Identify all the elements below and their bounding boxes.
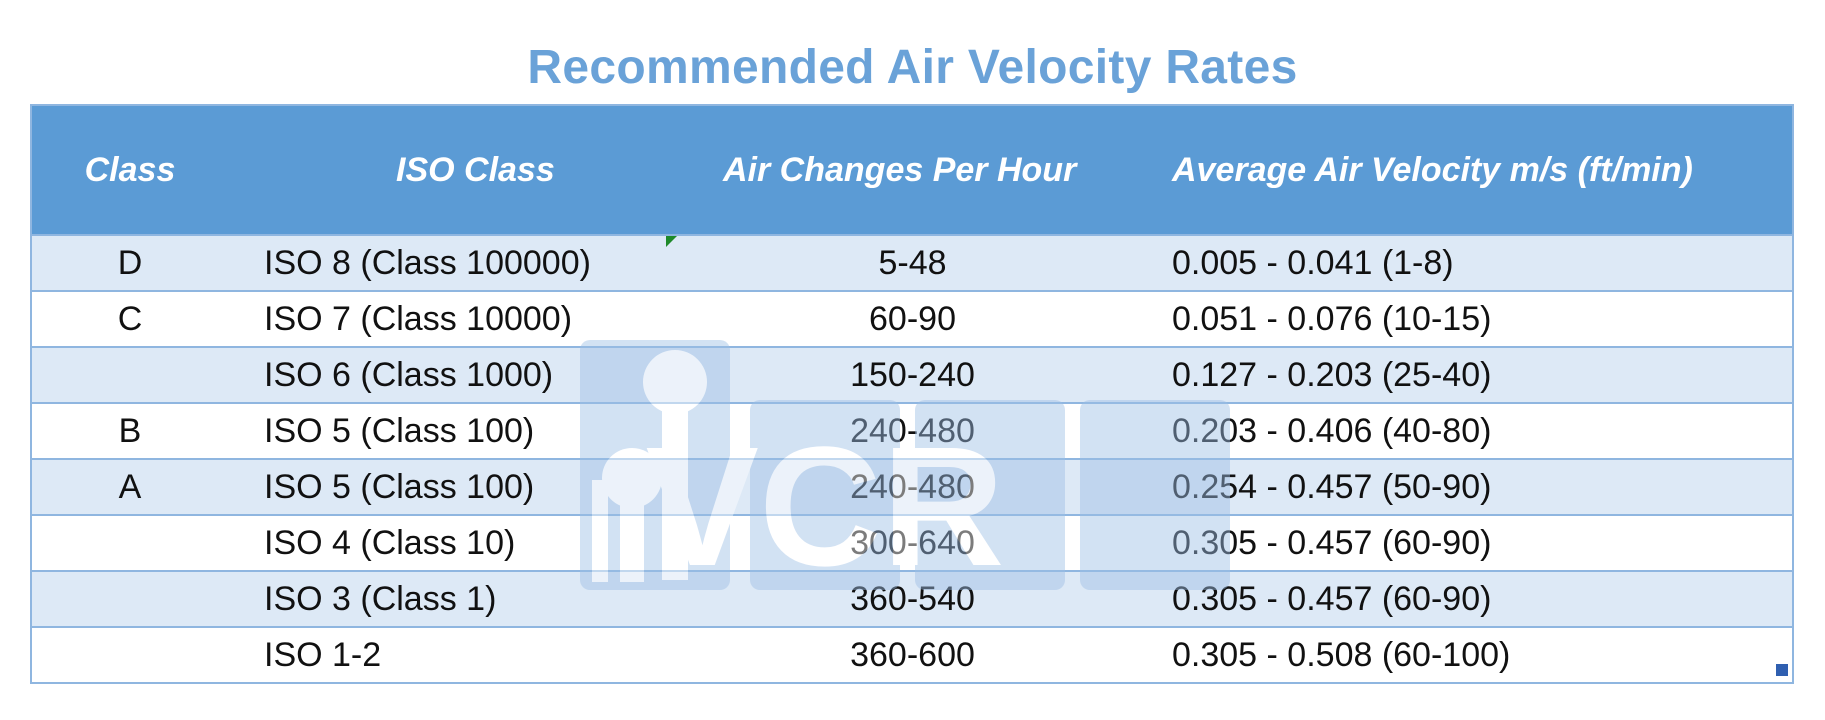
table-header: Class ISO Class Air Changes Per Hour Ave… [32,106,1792,236]
table-body: D ISO 8 (Class 100000) 5-48 0.005 - 0.04… [32,235,1792,682]
cell-class [32,347,228,404]
cell-class: D [32,235,228,292]
cell-air-velocity: 0.305 - 0.457 (60-90) [1136,515,1792,572]
table-row: B ISO 5 (Class 100) 240-480 0.203 - 0.40… [32,403,1792,460]
cell-air-changes: 360-540 [683,571,1136,628]
cell-air-changes: 5-48 [683,235,1136,292]
table-row: C ISO 7 (Class 10000) 60-90 0.051 - 0.07… [32,291,1792,348]
cell-air-velocity: 0.203 - 0.406 (40-80) [1136,403,1792,460]
cell-air-velocity: 0.305 - 0.457 (60-90) [1136,571,1792,628]
cell-comment-marker [666,236,677,247]
cell-class [32,515,228,572]
velocity-table: Class ISO Class Air Changes Per Hour Ave… [30,104,1794,684]
cell-air-velocity: 0.127 - 0.203 (25-40) [1136,347,1792,404]
table-row: ISO 1-2 360-600 0.305 - 0.508 (60-100) [32,627,1792,682]
cell-iso-class: ISO 7 (Class 10000) [228,291,683,348]
cell-class [32,627,228,682]
cell-iso-class: ISO 1-2 [228,627,683,682]
cell-class: A [32,459,228,516]
table-resize-handle[interactable] [1776,664,1788,676]
cell-iso-class: ISO 8 (Class 100000) [228,235,683,292]
cell-air-velocity: 0.254 - 0.457 (50-90) [1136,459,1792,516]
cell-iso-class: ISO 3 (Class 1) [228,571,683,628]
page-title: Recommended Air Velocity Rates [527,41,1298,94]
cell-air-changes: 240-480 [683,459,1136,516]
table-row: ISO 3 (Class 1) 360-540 0.305 - 0.457 (6… [32,571,1792,628]
cell-air-velocity: 0.305 - 0.508 (60-100) [1136,627,1792,682]
cell-iso-class: ISO 6 (Class 1000) [228,347,683,404]
cell-iso-class: ISO 4 (Class 10) [228,515,683,572]
cell-air-velocity: 0.005 - 0.041 (1-8) [1136,235,1792,292]
cell-iso-class: ISO 5 (Class 100) [228,459,683,516]
table-row: ISO 4 (Class 10) 300-640 0.305 - 0.457 (… [32,515,1792,572]
cell-class [32,571,228,628]
cell-iso-class: ISO 5 (Class 100) [228,403,683,460]
cell-class: B [32,403,228,460]
table-header-row: Class ISO Class Air Changes Per Hour Ave… [32,106,1792,236]
cell-air-changes: 300-640 [683,515,1136,572]
cell-class: C [32,291,228,348]
cell-air-changes: 240-480 [683,403,1136,460]
table-row: A ISO 5 (Class 100) 240-480 0.254 - 0.45… [32,459,1792,516]
table-row: D ISO 8 (Class 100000) 5-48 0.005 - 0.04… [32,235,1792,292]
cell-air-velocity: 0.051 - 0.076 (10-15) [1136,291,1792,348]
header-air-velocity: Average Air Velocity m/s (ft/min) [1136,106,1792,236]
cell-air-changes: 150-240 [683,347,1136,404]
cell-air-changes: 360-600 [683,627,1136,682]
cell-air-changes: 60-90 [683,291,1136,348]
velocity-table-grid: Class ISO Class Air Changes Per Hour Ave… [32,106,1792,682]
header-class: Class [32,106,228,236]
header-air-changes: Air Changes Per Hour [683,106,1136,236]
table-row: ISO 6 (Class 1000) 150-240 0.127 - 0.203… [32,347,1792,404]
header-iso-class: ISO Class [228,106,683,236]
